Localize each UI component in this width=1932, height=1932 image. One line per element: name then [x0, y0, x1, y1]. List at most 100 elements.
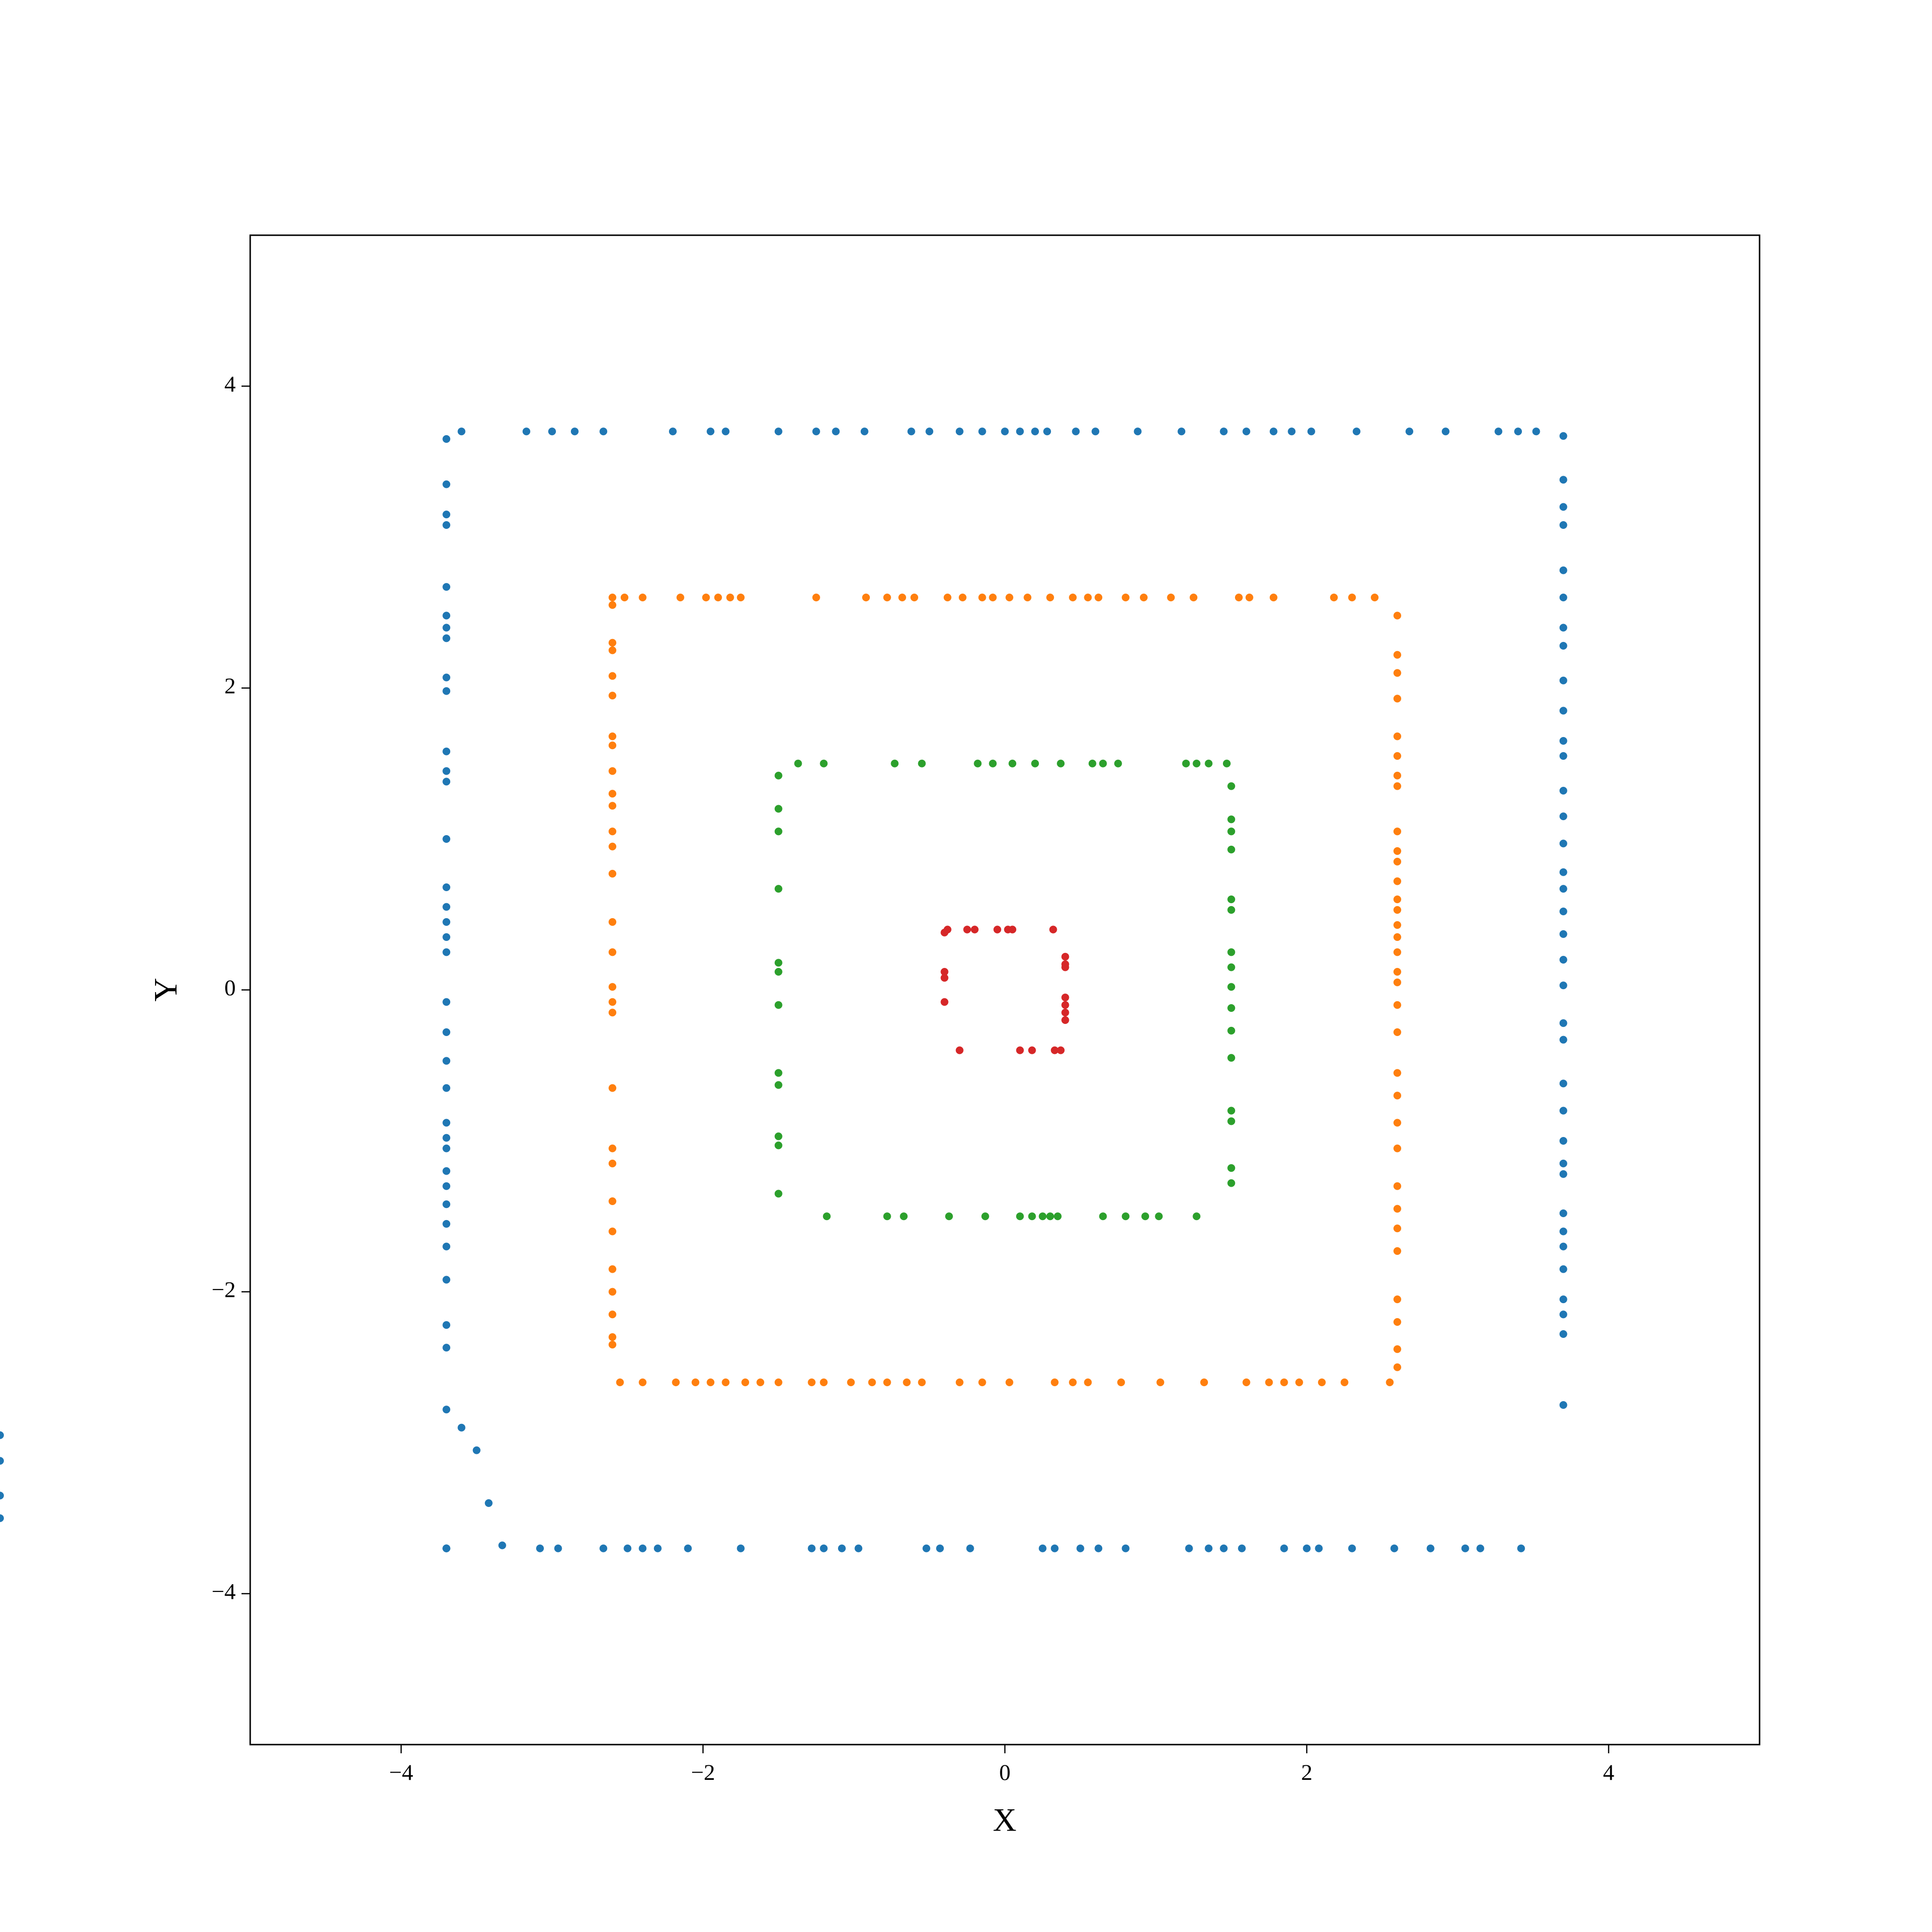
scatter-point — [1559, 1159, 1567, 1167]
scatter-point — [691, 1378, 699, 1386]
scatter-point — [1393, 1295, 1401, 1304]
scatter-point — [609, 601, 616, 609]
scatter-point — [442, 747, 451, 755]
scatter-point — [1559, 1330, 1567, 1338]
scatter-point — [1393, 611, 1401, 620]
scatter-point — [442, 1242, 451, 1250]
scatter-point — [1386, 1378, 1394, 1386]
scatter-point — [1227, 983, 1236, 991]
scatter-point — [1559, 1209, 1567, 1217]
scatter-point — [570, 427, 579, 436]
scatter-point — [1393, 827, 1401, 836]
scatter-point — [883, 1212, 891, 1221]
scatter-point — [1227, 1026, 1236, 1035]
scatter-point — [442, 933, 451, 941]
scatter-point — [1307, 427, 1315, 436]
scatter-point — [959, 594, 966, 601]
scatter-point — [442, 521, 451, 529]
scatter-point — [1393, 669, 1401, 677]
scatter-point — [442, 624, 451, 632]
scatter-point — [945, 1212, 953, 1221]
scatter-point — [741, 1378, 749, 1386]
scatter-point — [722, 1378, 730, 1386]
scatter-point — [609, 827, 616, 836]
scatter-point — [1559, 624, 1567, 632]
scatter-point — [955, 427, 964, 436]
scatter-point — [883, 594, 891, 601]
scatter-point — [1559, 707, 1567, 715]
scatter-point — [1057, 1046, 1065, 1054]
plot-frame — [249, 234, 1761, 1746]
scatter-point — [1559, 676, 1567, 684]
scatter-point — [989, 759, 997, 767]
scatter-point — [862, 594, 870, 601]
scatter-point — [609, 1265, 616, 1273]
scatter-point — [794, 759, 802, 767]
scatter-point — [891, 759, 899, 767]
scatter-point — [1088, 759, 1096, 767]
scatter-point — [1269, 427, 1278, 436]
scatter-point — [442, 1321, 451, 1329]
scatter-point — [442, 1119, 451, 1127]
scatter-point — [1227, 1117, 1236, 1125]
scatter-point — [1094, 594, 1103, 601]
scatter-point — [609, 732, 616, 740]
scatter-point — [522, 427, 530, 436]
scatter-point — [1072, 427, 1080, 436]
scatter-point — [1269, 594, 1278, 601]
scatter-point — [918, 1378, 926, 1386]
scatter-point — [609, 1084, 616, 1092]
scatter-point — [1193, 1212, 1201, 1221]
scatter-point — [820, 1378, 828, 1386]
scatter-point — [1340, 1378, 1349, 1386]
scatter-point — [1393, 695, 1401, 703]
scatter-point — [1084, 1378, 1092, 1386]
scatter-point — [847, 1378, 855, 1386]
scatter-point — [860, 427, 868, 436]
scatter-point — [702, 594, 710, 601]
scatter-point — [1393, 906, 1401, 914]
scatter-point — [1061, 952, 1069, 961]
scatter-point — [1559, 594, 1567, 601]
x-tick-label: 2 — [1301, 1760, 1313, 1785]
scatter-point — [1393, 1028, 1401, 1036]
scatter-point — [609, 802, 616, 810]
x-tick-label: −4 — [389, 1760, 413, 1785]
scatter-point — [1134, 427, 1142, 436]
scatter-point — [1288, 427, 1296, 436]
scatter-point — [1559, 885, 1567, 893]
scatter-point — [1005, 1378, 1013, 1386]
scatter-point — [1559, 1036, 1567, 1044]
scatter-point — [1205, 1544, 1213, 1552]
scatter-point — [832, 427, 840, 436]
scatter-point — [1227, 782, 1236, 790]
scatter-point — [1393, 651, 1401, 659]
scatter-point — [1442, 427, 1449, 436]
scatter-point — [457, 1423, 466, 1432]
scatter-point — [1016, 1046, 1024, 1054]
scatter-point — [1559, 956, 1567, 964]
scatter-point — [955, 1046, 964, 1054]
scatter-point — [609, 1310, 616, 1319]
scatter-point — [774, 805, 782, 813]
scatter-point — [1001, 427, 1009, 436]
scatter-point — [609, 639, 616, 647]
scatter-point — [883, 1378, 891, 1386]
scatter-point — [1227, 845, 1236, 853]
scatter-point — [609, 767, 616, 775]
scatter-point — [1038, 1544, 1047, 1552]
scatter-point — [599, 1544, 608, 1552]
scatter-point — [1559, 752, 1567, 760]
scatter-point — [1559, 503, 1567, 511]
scatter-point — [0, 1431, 4, 1439]
x-axis-label: X — [993, 1802, 1016, 1838]
scatter-point — [1009, 925, 1017, 934]
scatter-point — [442, 767, 451, 775]
scatter-point — [1559, 1019, 1567, 1027]
scatter-point — [978, 427, 986, 436]
scatter-point — [722, 427, 730, 436]
scatter-point — [966, 1544, 974, 1552]
scatter-point — [1393, 732, 1401, 740]
y-axis-label: Y — [147, 978, 184, 1001]
